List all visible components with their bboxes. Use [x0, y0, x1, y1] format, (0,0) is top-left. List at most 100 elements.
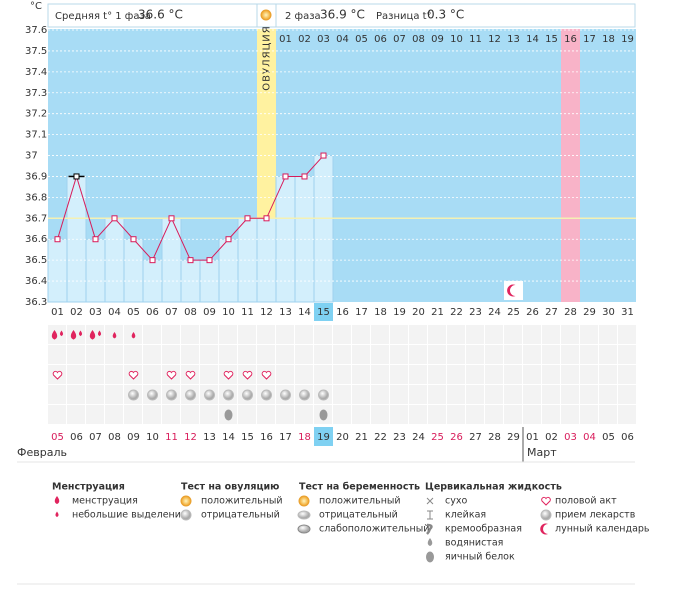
grid-cell	[580, 345, 598, 364]
egg-white-icon	[319, 409, 328, 421]
legend-item: положительный	[319, 496, 401, 507]
next-period-column	[561, 29, 580, 302]
x-tick-label: 27	[545, 307, 558, 318]
x-tick-label: 21	[431, 307, 444, 318]
grid-cell	[276, 325, 294, 344]
grid-cell	[523, 345, 541, 364]
x-tick-label: 09	[203, 307, 216, 318]
luteal-day-label: 13	[507, 34, 520, 45]
x-tick-label: 25	[507, 307, 520, 318]
grid-cell	[504, 385, 522, 404]
grid-cell	[238, 405, 256, 424]
x-tick-label: 28	[564, 307, 577, 318]
grid-cell	[219, 345, 237, 364]
grid-cell	[580, 385, 598, 404]
temp-point	[301, 173, 308, 180]
temp-point	[54, 236, 61, 243]
menstruation-icon	[97, 330, 102, 337]
grid-cell	[352, 365, 370, 384]
grid-cell	[86, 365, 104, 384]
grid-cell	[523, 325, 541, 344]
grid-cell	[48, 345, 66, 364]
grid-cell	[295, 345, 313, 364]
legend-item: прием лекарств	[555, 510, 636, 521]
grid-cell	[580, 325, 598, 344]
grid-cell	[67, 365, 85, 384]
grid-cell	[219, 325, 237, 344]
diff-label: Разница t°	[376, 11, 432, 22]
grid-cell	[466, 325, 484, 344]
legend-icon	[54, 496, 60, 504]
y-tick-label: 36.8	[25, 192, 47, 203]
grid-cell	[257, 405, 275, 424]
x-tick-label: 10	[222, 307, 235, 318]
grid-cell	[238, 345, 256, 364]
grid-cell	[200, 325, 218, 344]
temp-column	[313, 155, 334, 303]
intercourse-icon	[52, 370, 63, 380]
menstruation-icon	[78, 330, 83, 337]
y-tick-label: 37.3	[25, 88, 47, 99]
grid-cell	[466, 365, 484, 384]
date-label: 07	[89, 432, 102, 443]
grid-cell	[371, 345, 389, 364]
y-tick-label: 37.6	[25, 25, 47, 36]
date-label: 03	[564, 432, 577, 443]
y-tick-label: 37.4	[25, 67, 47, 78]
grid-cell	[295, 405, 313, 424]
x-tick-label: 04	[108, 307, 121, 318]
date-label: 05	[51, 432, 64, 443]
luteal-day-label: 01	[279, 34, 292, 45]
date-label: 11	[165, 432, 178, 443]
ovulation-test-icon	[318, 389, 329, 401]
legend-item: лунный календарь	[555, 524, 650, 535]
legend-item: сухо	[445, 496, 467, 507]
grid-cell	[105, 385, 123, 404]
ovulation-test-icon	[280, 389, 291, 401]
x-tick-label: 26	[526, 307, 539, 318]
month-label: Февраль	[17, 446, 67, 459]
luteal-day-label: 17	[583, 34, 596, 45]
y-tick-label: 37.2	[25, 109, 47, 120]
x-tick-label: 02	[70, 307, 83, 318]
grid-cell	[599, 405, 617, 424]
legend-item: водянистая	[445, 538, 503, 549]
legend-icon	[426, 497, 434, 505]
grid-cell	[599, 345, 617, 364]
legend-title: Тест на овуляцию	[181, 482, 279, 493]
legend-item: кремообразная	[445, 524, 522, 535]
grid-cell	[504, 325, 522, 344]
grid-cell	[200, 345, 218, 364]
luteal-day-label: 15	[545, 34, 558, 45]
legend-icon	[55, 511, 59, 518]
legend-item: отрицательный	[201, 510, 280, 521]
moon-icon	[507, 284, 516, 297]
grid-cell	[390, 405, 408, 424]
grid-cell	[200, 405, 218, 424]
x-tick-label: 14	[298, 307, 311, 318]
grid-cell	[409, 385, 427, 404]
legend-icon	[427, 510, 433, 520]
date-label: 02	[545, 432, 558, 443]
legend-item: небольшие выделения	[72, 510, 187, 521]
grid-cell	[105, 345, 123, 364]
luteal-day-label: 18	[602, 34, 615, 45]
x-tick-label: 23	[469, 307, 482, 318]
y-tick-label: 36.4	[25, 276, 47, 287]
grid-cell	[352, 385, 370, 404]
intercourse-icon	[128, 370, 139, 380]
grid-cell	[86, 385, 104, 404]
y-tick-label: 37.1	[25, 130, 47, 141]
legend-icon	[180, 509, 192, 521]
grid-cell	[542, 385, 560, 404]
grid-cell	[162, 325, 180, 344]
ovulation-test-icon	[128, 389, 139, 401]
month-label: Март	[527, 446, 557, 459]
grid-cell	[561, 405, 579, 424]
grid-cell	[162, 345, 180, 364]
grid-cell	[485, 385, 503, 404]
temp-point	[73, 173, 80, 180]
grid-cell	[143, 405, 161, 424]
grid-cell	[428, 345, 446, 364]
